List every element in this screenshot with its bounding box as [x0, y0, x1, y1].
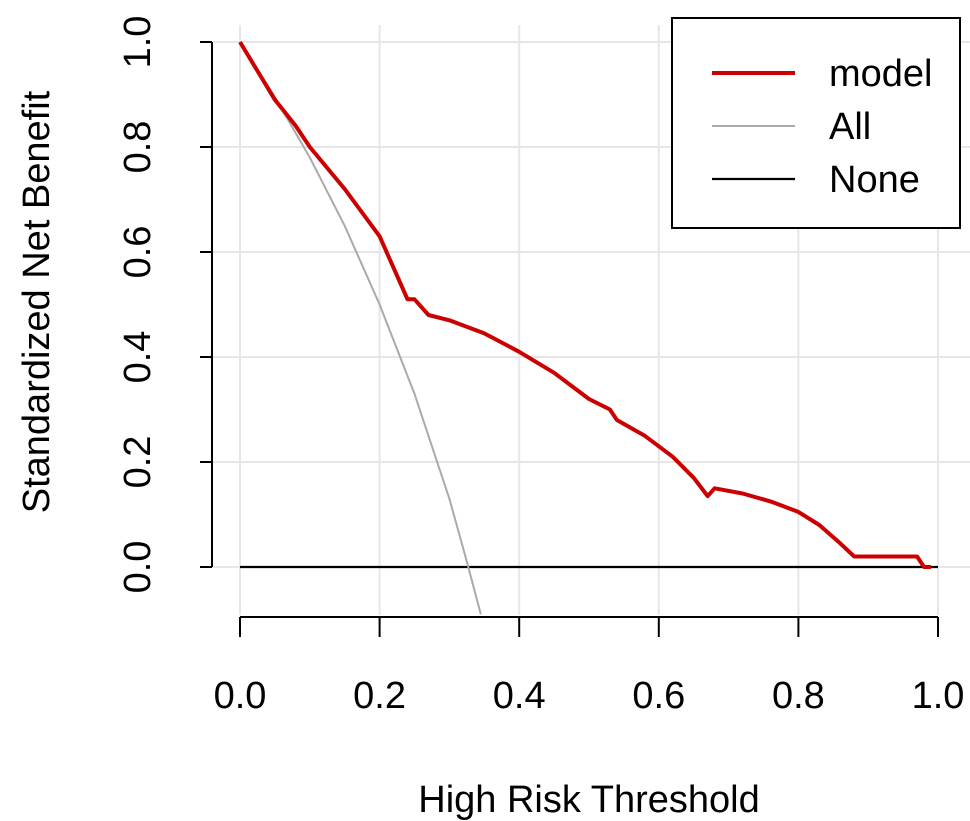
legend-label-all: All — [829, 106, 871, 148]
axes — [200, 41, 939, 637]
y-tick-label: 0.2 — [117, 436, 159, 489]
x-tick-label: 0.8 — [772, 675, 825, 717]
y-tick-label: 1.0 — [117, 16, 159, 69]
x-tick-label: 0.4 — [493, 675, 546, 717]
x-tick-label: 0.0 — [214, 675, 267, 717]
legend-label-model: model — [829, 53, 933, 95]
legend-label-none: None — [829, 159, 920, 201]
x-tick-label: 0.6 — [632, 675, 685, 717]
y-tick-label: 0.4 — [117, 331, 159, 384]
x-axis-title: High Risk Threshold — [418, 779, 759, 821]
x-tick-label: 0.2 — [353, 675, 406, 717]
y-axis-title: Standardized Net Benefit — [16, 90, 58, 513]
series-line-all — [239, 41, 482, 615]
y-tick-label: 0.0 — [117, 541, 159, 594]
series-line-model — [238, 40, 931, 569]
legend: model All None — [671, 17, 961, 229]
y-tick-label: 0.8 — [117, 121, 159, 174]
series-lines — [238, 40, 938, 615]
y-tick-label: 0.6 — [117, 226, 159, 279]
x-tick-label: 1.0 — [912, 675, 965, 717]
legend-box — [671, 17, 961, 229]
tick-labels: 0.0 0.2 0.4 0.6 0.8 1.0 0.0 0.2 0.4 0.6 0.8 1.0 — [117, 16, 964, 717]
